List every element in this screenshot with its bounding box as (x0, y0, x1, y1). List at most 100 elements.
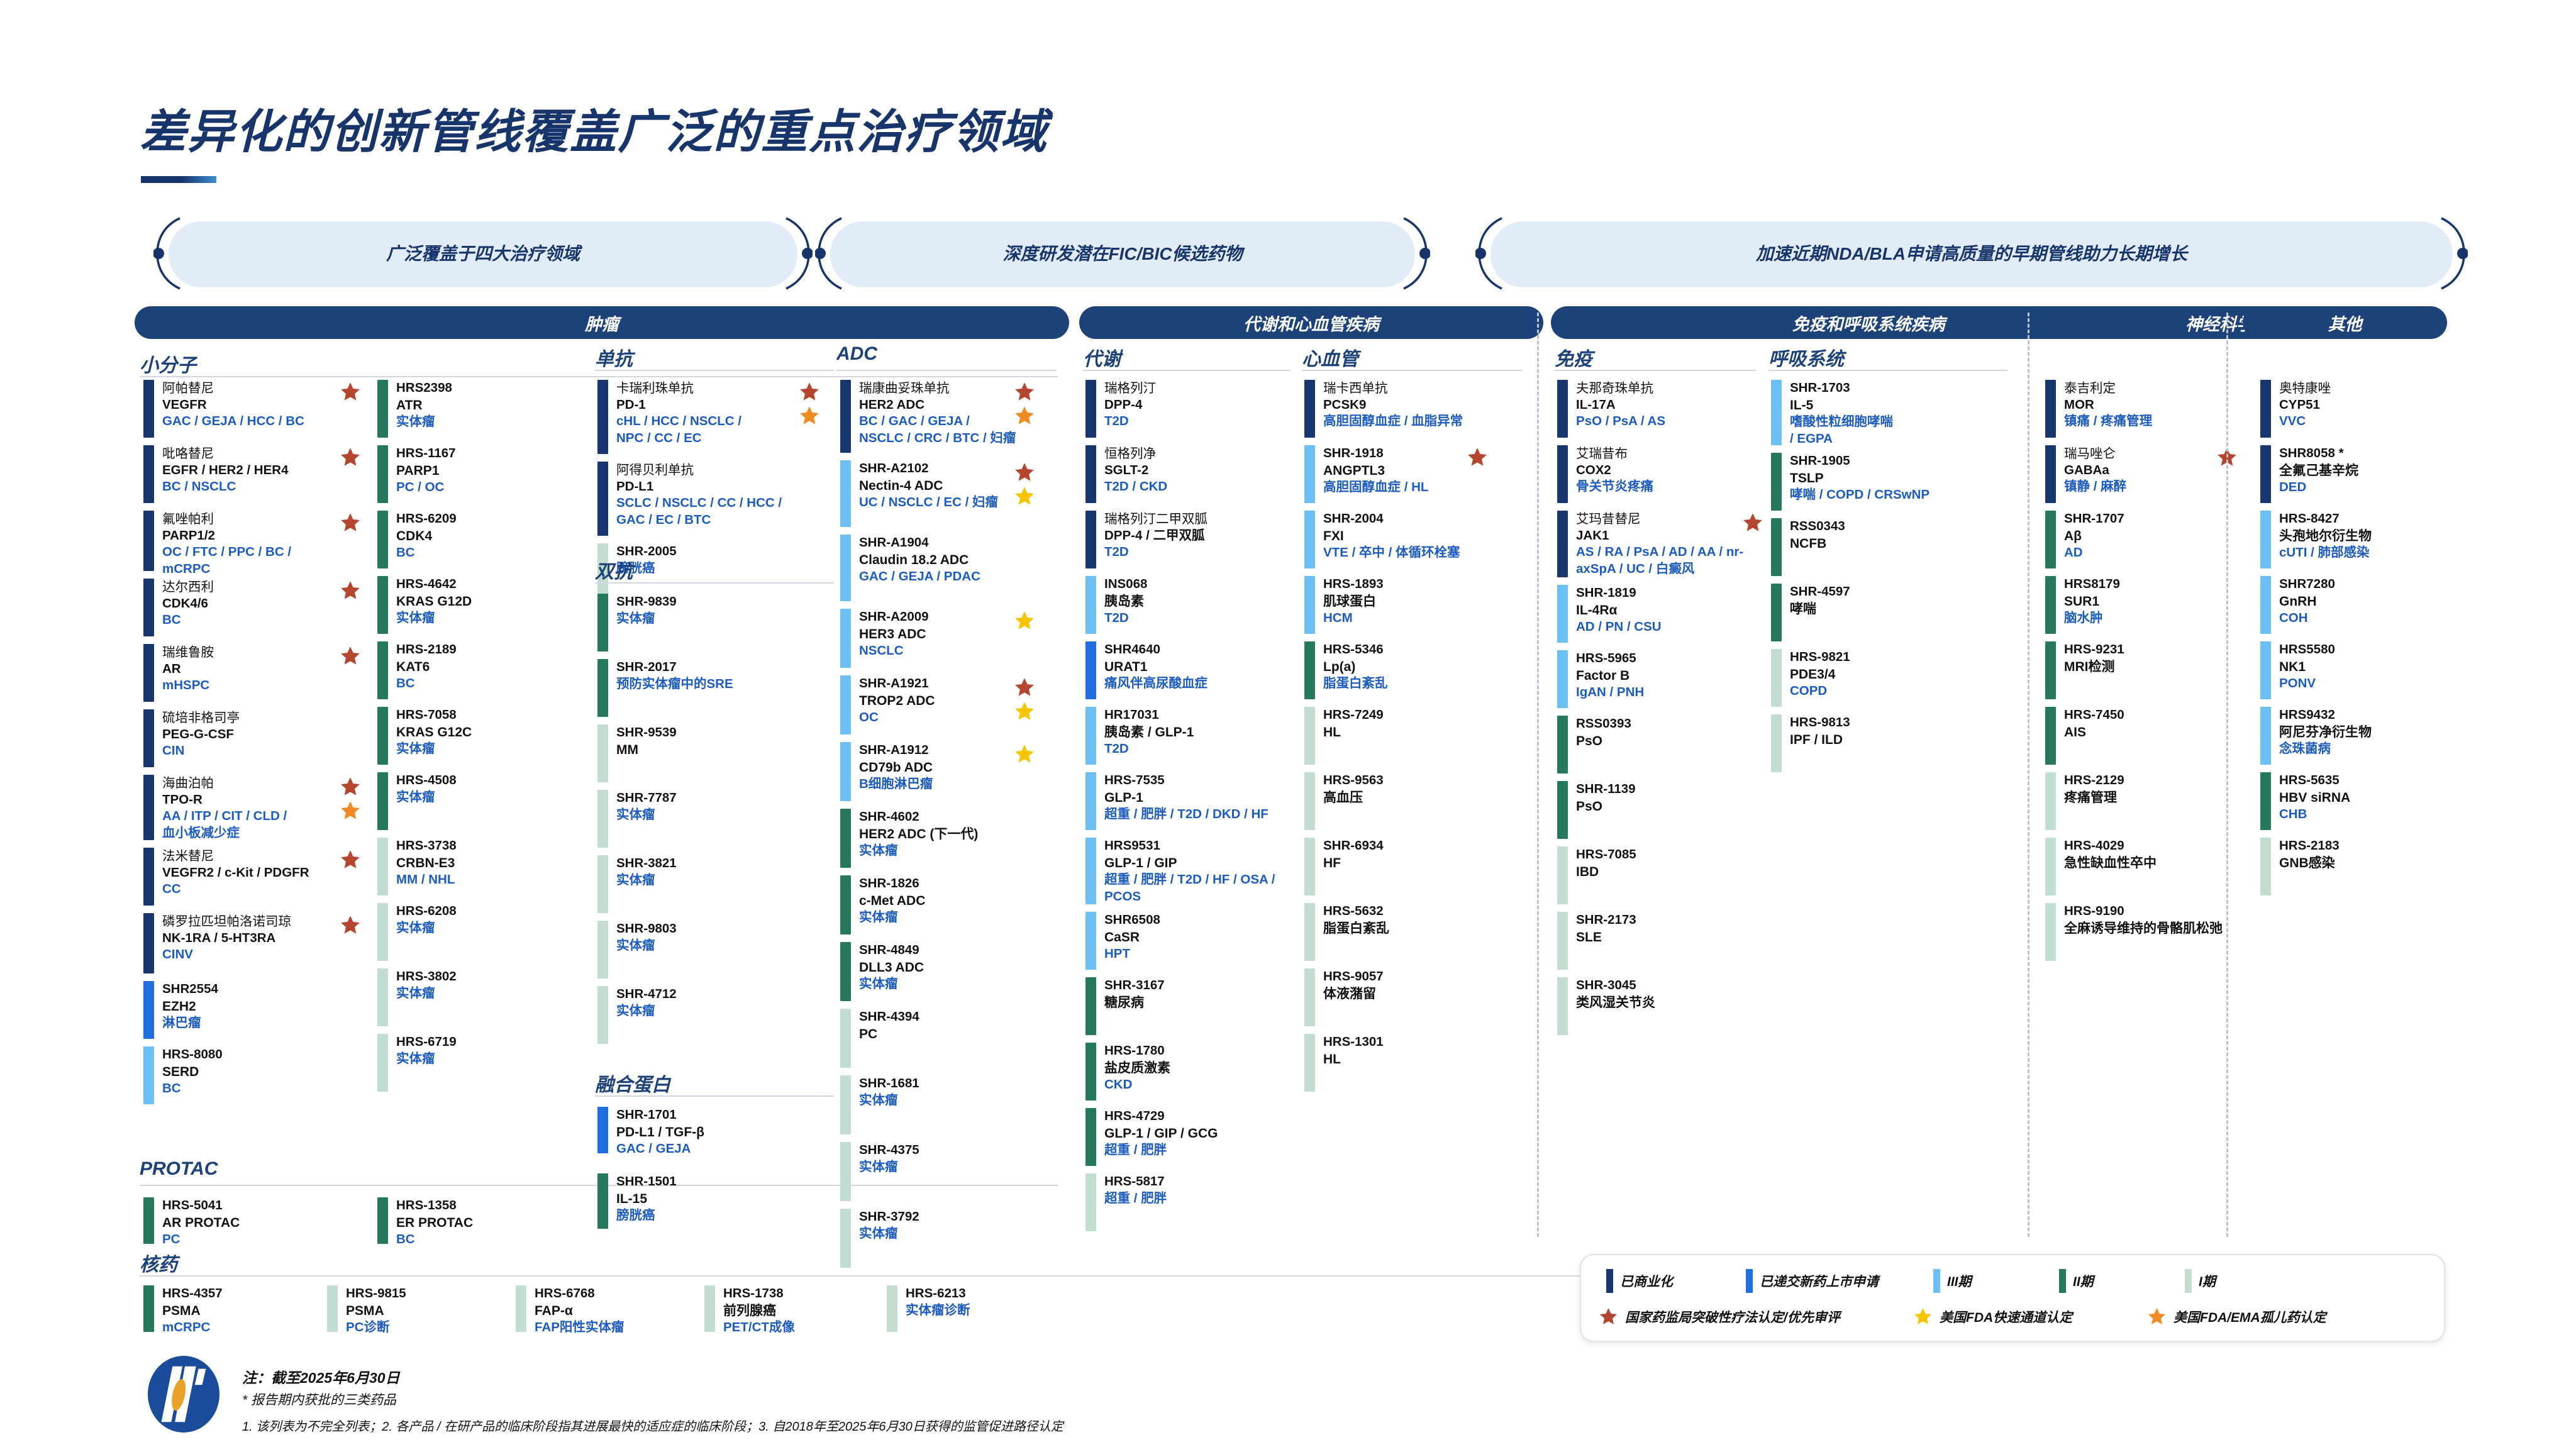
pipeline-card[interactable]: 瑞卡西单抗 PCSK9 高胆固醇血症 / 血脂异常 (1304, 380, 1463, 438)
pipeline-card[interactable]: 瑞格列汀 DPP-4 T2D (1085, 380, 1156, 438)
pipeline-card[interactable]: HRS2398 ATR 实体瘤 (377, 380, 452, 438)
pipeline-card[interactable]: HRS-2183 GNB感染 (2260, 838, 2340, 895)
pipeline-card[interactable]: 磷罗拉匹坦帕洛诺司琼 NK-1RA / 5-HT3RA CINV (143, 913, 291, 973)
pipeline-card[interactable]: HRS-5346 Lp(a) 脂蛋白紊乱 (1304, 641, 1388, 699)
pipeline-card[interactable]: SHR-9839 实体瘤 (597, 594, 677, 651)
pipeline-card[interactable]: SHR-1681 实体瘤 (840, 1075, 919, 1134)
pipeline-card[interactable]: SHR-A1904 Claudin 18.2 ADC GAC / GEJA / PD… (840, 535, 980, 601)
pipeline-card[interactable]: 泰吉利定 MOR 镇痛 / 疼痛管理 (2045, 380, 2152, 438)
pipeline-card[interactable]: RSS0393 PsO (1557, 716, 1631, 773)
pipeline-card[interactable]: 硫培非格司亭 PEG-G-CSF CIN (143, 709, 240, 767)
pipeline-card[interactable]: HRS-4729 GLP-1 / GIP / GCG 超重 / 肥胖 (1085, 1108, 1218, 1166)
pipeline-card[interactable]: HRS-1358 ER PROTAC BC (377, 1197, 473, 1248)
pipeline-card[interactable]: SHR-A1921 TROP2 ADC OC (840, 675, 935, 735)
pipeline-card[interactable]: HRS5580 NK1 PONV (2260, 641, 2335, 699)
pipeline-card[interactable]: SHR-1707 Aβ AD (2045, 511, 2124, 568)
pipeline-card[interactable]: HRS-9815 PSMA PC诊断 (327, 1285, 406, 1336)
pipeline-card[interactable]: SHR-4597 哮喘 (1771, 584, 1850, 641)
pipeline-card[interactable]: SHR-4375 实体瘤 (840, 1142, 919, 1201)
pipeline-card[interactable]: HRS-5965 Factor B IgAN / PNH (1557, 650, 1644, 708)
pipeline-card[interactable]: 恒格列净 SGLT-2 T2D / CKD (1085, 445, 1167, 503)
pipeline-card[interactable]: SHR-9539 MM (597, 724, 677, 782)
pipeline-card[interactable]: HRS-6719 实体瘤 (377, 1034, 457, 1092)
pipeline-card[interactable]: 瑞维鲁胺 AR mHSPC (143, 644, 214, 702)
pipeline-card[interactable]: SHR-A2009 HER3 ADC NSCLC (840, 609, 929, 668)
pipeline-card[interactable]: HRS-1167 PARP1 PC / OC (377, 445, 456, 503)
pipeline-card[interactable]: HRS-7249 HL (1304, 707, 1384, 765)
pipeline-card[interactable]: SHR-6934 HF (1304, 838, 1384, 895)
pipeline-card[interactable]: SHR-1918 ANGPTL3 高胆固醇血症 / HL (1304, 445, 1428, 503)
pipeline-card[interactable]: SHR-4849 DLL3 ADC 实体瘤 (840, 942, 924, 1001)
pipeline-card[interactable]: 卡瑞利珠单抗 PD-1 cHL / HCC / NSCLC / NPC / CC / … (597, 380, 741, 454)
pipeline-card[interactable]: HRS-4357 PSMA mCRPC (143, 1285, 223, 1336)
pipeline-card[interactable]: HRS9531 GLP-1 / GIP 超重 / 肥胖 / T2D / HF / O… (1085, 838, 1275, 905)
pipeline-card[interactable]: SHR-1701 PD-L1 / TGF-β GAC / GEJA (597, 1107, 704, 1158)
pipeline-card[interactable]: SHR4640 URAT1 痛风伴高尿酸血症 (1085, 641, 1208, 699)
pipeline-card[interactable]: SHR-1905 TSLP 哮喘 / COPD / CRSwNP (1771, 453, 1929, 511)
pipeline-card[interactable]: HRS-7085 IBD (1557, 846, 1636, 904)
pipeline-card[interactable]: 艾玛昔替尼 JAK1 AS / RA / PsA / AD / AA / nr-ax… (1557, 511, 1743, 578)
pipeline-card[interactable]: SHR-4602 HER2 ADC (下一代) 实体瘤 (840, 809, 978, 868)
pipeline-card[interactable]: SHR8058 * 全氟己基辛烷 DED (2260, 445, 2358, 503)
pipeline-card[interactable]: 阿帕替尼 VEGFR GAC / GEJA / HCC / BC (143, 380, 304, 438)
pipeline-card[interactable]: 瑞格列汀二甲双胍 DPP-4 / 二甲双胍 T2D (1085, 511, 1208, 568)
pipeline-card[interactable]: HRS-1893 肌球蛋白 HCM (1304, 576, 1384, 634)
pipeline-card[interactable]: 海曲泊帕 TPO-R AA / ITP / CIT / CLD / 血小板减少症 (143, 775, 287, 842)
pipeline-card[interactable]: HRS-9190 全麻诱导维持的骨骼肌松弛 (2045, 903, 2223, 961)
pipeline-card[interactable]: HRS-7535 GLP-1 超重 / 肥胖 / T2D / DKD / HF (1085, 772, 1269, 830)
pipeline-card[interactable]: SHR-9803 实体瘤 (597, 921, 677, 979)
pipeline-card[interactable]: HRS-9231 MRI检测 (2045, 641, 2124, 699)
pipeline-card[interactable]: HRS-4508 实体瘤 (377, 772, 457, 830)
pipeline-card[interactable]: SHR-3821 实体瘤 (597, 855, 677, 913)
pipeline-card[interactable]: SHR-3167 糖尿病 (1085, 977, 1165, 1035)
pipeline-card[interactable]: HRS-3802 实体瘤 (377, 968, 457, 1026)
pipeline-card[interactable]: HRS-5041 AR PROTAC PC (143, 1197, 240, 1248)
pipeline-card[interactable]: SHR-1826 c-Met ADC 实体瘤 (840, 875, 925, 934)
pipeline-card[interactable]: SHR-1501 IL-15 膀胱癌 (597, 1173, 677, 1229)
pipeline-card[interactable]: HRS-1738 前列腺癌 PET/CT成像 (704, 1285, 795, 1336)
pipeline-card[interactable]: 吡咯替尼 EGFR / HER2 / HER4 BC / NSCLC (143, 445, 289, 503)
pipeline-card[interactable]: 夫那奇珠单抗 IL-17A PsO / PsA / AS (1557, 380, 1665, 438)
pipeline-card[interactable]: SHR-1139 PsO (1557, 781, 1636, 839)
pipeline-card[interactable]: SHR-2173 SLE (1557, 912, 1636, 970)
pipeline-card[interactable]: HRS-5632 脂蛋白紊乱 (1304, 903, 1389, 961)
pipeline-card[interactable]: HRS-4642 KRAS G12D 实体瘤 (377, 576, 472, 634)
pipeline-card[interactable]: 阿得贝利单抗 PD-L1 SCLC / NSCLC / CC / HCC / GAC … (597, 462, 782, 536)
pipeline-card[interactable]: HRS-9563 高血压 (1304, 772, 1384, 830)
pipeline-card[interactable]: SHR-4712 实体瘤 (597, 986, 677, 1044)
pipeline-card[interactable]: SHR-A2102 Nectin-4 ADC UC / NSCLC / EC / 妇… (840, 460, 998, 527)
pipeline-card[interactable]: SHR-2017 预防实体瘤中的SRE (597, 659, 733, 717)
pipeline-card[interactable]: SHR-7787 实体瘤 (597, 790, 677, 848)
pipeline-card[interactable]: HRS-1780 盐皮质激素 CKD (1085, 1043, 1170, 1100)
pipeline-card[interactable]: SHR7280 GnRH COH (2260, 576, 2335, 634)
pipeline-card[interactable]: HRS-6768 FAP-α FAP阳性实体瘤 (516, 1285, 624, 1336)
pipeline-card[interactable]: SHR-4394 PC (840, 1009, 919, 1068)
pipeline-card[interactable]: HRS-5817 超重 / 肥胖 (1085, 1173, 1167, 1231)
pipeline-card[interactable]: 瑞马唑仑 GABAa 镇静 / 麻醉 (2045, 445, 2126, 503)
pipeline-card[interactable]: RSS0343 NCFB (1771, 518, 1845, 576)
pipeline-card[interactable]: 瑞康曲妥珠单抗 HER2 ADC BC / GAC / GEJA / NSCLC / … (840, 380, 1016, 453)
pipeline-card[interactable]: HRS-1301 HL (1304, 1034, 1384, 1092)
pipeline-card[interactable]: HRS-6209 CDK4 BC (377, 511, 457, 568)
pipeline-card[interactable]: HRS8179 SUR1 脑水肿 (2045, 576, 2120, 634)
pipeline-card[interactable]: HRS-9813 IPF / ILD (1771, 714, 1850, 772)
pipeline-card[interactable]: HRS-8427 头孢地尔衍生物 cUTI / 肺部感染 (2260, 511, 2372, 568)
pipeline-card[interactable]: SHR6508 CaSR HPT (1085, 912, 1160, 970)
pipeline-card[interactable]: HR17031 胰岛素 / GLP-1 T2D (1085, 707, 1194, 765)
pipeline-card[interactable]: HRS-9057 体液潴留 (1304, 968, 1384, 1026)
pipeline-card[interactable]: 奥特康唑 CYP51 VVC (2260, 380, 2331, 438)
pipeline-card[interactable]: HRS-6213 实体瘤诊断 (887, 1285, 970, 1332)
pipeline-card[interactable]: HRS-5635 HBV siRNA CHB (2260, 772, 2350, 830)
pipeline-card[interactable]: HRS-9821 PDE3/4 COPD (1771, 649, 1850, 707)
pipeline-card[interactable]: SHR2554 EZH2 淋巴瘤 (143, 981, 218, 1039)
pipeline-card[interactable]: HRS-2129 疼痛管理 (2045, 772, 2124, 830)
pipeline-card[interactable]: 氟唑帕利 PARP1/2 OC / FTC / PPC / BC / mCRPC (143, 511, 291, 578)
pipeline-card[interactable]: 艾瑞昔布 COX2 骨关节炎疼痛 (1557, 445, 1653, 503)
pipeline-card[interactable]: 法米替尼 VEGFR2 / c-Kit / PDGFR CC (143, 848, 309, 906)
pipeline-card[interactable]: SHR-3045 类风湿关节炎 (1557, 977, 1655, 1035)
pipeline-card[interactable]: SHR-A1912 CD79b ADC B细胞淋巴瘤 (840, 742, 933, 801)
pipeline-card[interactable]: HRS-4029 急性缺血性卒中 (2045, 838, 2157, 895)
pipeline-card[interactable]: HRS-7450 AIS (2045, 707, 2124, 765)
pipeline-card[interactable]: INS068 胰岛素 T2D (1085, 576, 1147, 634)
pipeline-card[interactable]: HRS-2189 KAT6 BC (377, 641, 457, 699)
